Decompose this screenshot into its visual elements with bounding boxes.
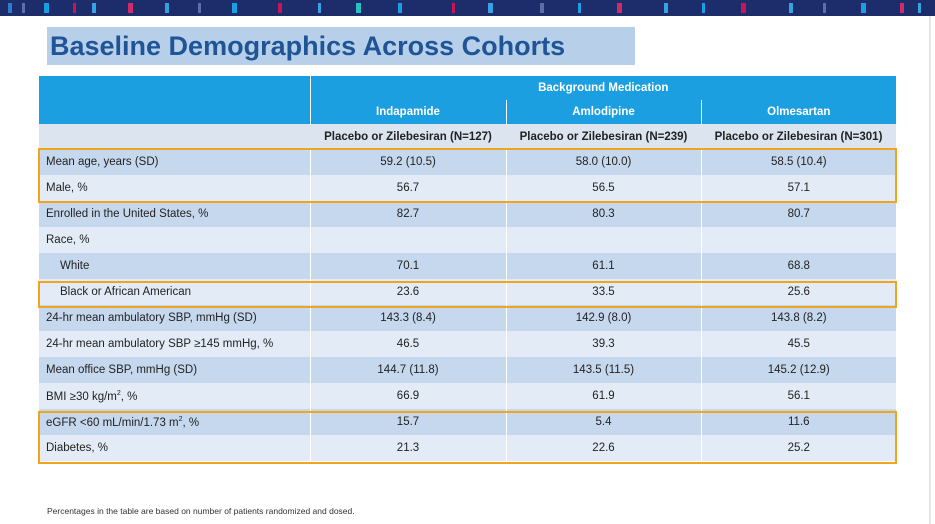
row-label-text: BMI ≥30 kg/m (46, 390, 117, 403)
column-header-indapamide: Indapamide (309, 100, 506, 124)
cell-value: 25.2 (700, 435, 897, 461)
row-label: BMI ≥30 kg/m2, % (39, 383, 310, 409)
cell-value: 144.7 (11.8) (309, 357, 506, 383)
cell-value: 59.2 (10.5) (309, 149, 506, 175)
cell-value: 15.7 (309, 409, 506, 435)
table-row: Black or African American 23.6 33.5 25.6 (39, 279, 897, 305)
row-label-tail: , % (182, 416, 200, 429)
group-header: Background Medication (309, 76, 897, 100)
subheader-amlodipine: Placebo or Zilebesiran (N=239) (506, 124, 701, 149)
table-row: Mean age, years (SD) 59.2 (10.5) 58.0 (1… (39, 149, 897, 175)
subheader-olmesartan: Placebo or Zilebesiran (N=301) (701, 124, 897, 149)
cell-value: 143.8 (8.2) (700, 305, 897, 331)
table-row: White 70.1 61.1 68.8 (39, 253, 897, 279)
cell-value: 21.3 (309, 435, 506, 461)
row-label: White (39, 253, 310, 279)
cell-value: 68.8 (700, 253, 897, 279)
cell-value: 145.2 (12.9) (700, 357, 897, 383)
row-label: Mean age, years (SD) (39, 149, 310, 175)
row-label-text: eGFR <60 mL/min/1.73 m (46, 416, 179, 429)
header-empty-cell (39, 100, 310, 124)
cell-value: 142.9 (8.0) (505, 305, 701, 331)
right-edge-line (929, 16, 931, 524)
cell-value: 45.5 (700, 331, 897, 357)
subheader-indapamide: Placebo or Zilebesiran (N=127) (310, 124, 506, 149)
cell-value (700, 227, 897, 253)
cell-value: 66.9 (309, 383, 506, 409)
row-label: Black or African American (39, 279, 310, 305)
cell-value: 80.3 (505, 201, 701, 227)
table-row: 24-hr mean ambulatory SBP, mmHg (SD) 143… (39, 305, 897, 331)
cell-value: 56.7 (309, 175, 506, 201)
row-label: Mean office SBP, mmHg (SD) (39, 357, 310, 383)
cell-value: 143.5 (11.5) (505, 357, 701, 383)
top-decorative-bar (0, 0, 935, 16)
row-label: 24-hr mean ambulatory SBP, mmHg (SD) (39, 305, 310, 331)
header-row-columns: Indapamide Amlodipine Olmesartan (39, 100, 897, 124)
page-title: Baseline Demographics Across Cohorts (47, 27, 635, 65)
column-header-olmesartan: Olmesartan (700, 100, 897, 124)
cell-value: 70.1 (309, 253, 506, 279)
cell-value (309, 227, 506, 253)
column-header-amlodipine: Amlodipine (505, 100, 701, 124)
table-row: 24-hr mean ambulatory SBP ≥145 mmHg, % 4… (39, 331, 897, 357)
cell-value: 5.4 (505, 409, 701, 435)
footnote: Percentages in the table are based on nu… (47, 506, 355, 516)
cell-value: 56.1 (700, 383, 897, 409)
cell-value (505, 227, 701, 253)
row-label: 24-hr mean ambulatory SBP ≥145 mmHg, % (39, 331, 310, 357)
table-row: Male, % 56.7 56.5 57.1 (39, 175, 897, 201)
cell-value: 82.7 (309, 201, 506, 227)
row-label: Male, % (39, 175, 310, 201)
cell-value: 25.6 (700, 279, 897, 305)
table-row: BMI ≥30 kg/m2, % 66.9 61.9 56.1 (39, 383, 897, 409)
cell-value: 58.0 (10.0) (505, 149, 701, 175)
table-row: Mean office SBP, mmHg (SD) 144.7 (11.8) … (39, 357, 897, 383)
cell-value: 143.3 (8.4) (309, 305, 506, 331)
superscript: 2 (178, 415, 183, 423)
cell-value: 33.5 (505, 279, 701, 305)
header-row-group: Background Medication (39, 76, 897, 100)
cell-value: 57.1 (700, 175, 897, 201)
cell-value: 80.7 (700, 201, 897, 227)
cell-value: 23.6 (309, 279, 506, 305)
row-label: Diabetes, % (39, 435, 310, 461)
row-label-tail: , % (120, 390, 138, 403)
cell-value: 61.9 (505, 383, 701, 409)
cell-value: 61.1 (505, 253, 701, 279)
subheader-empty-cell (39, 124, 310, 149)
table-row: eGFR <60 mL/min/1.73 m2, % 15.7 5.4 11.6 (39, 409, 897, 435)
subheader-row: Placebo or Zilebesiran (N=127) Placebo o… (39, 124, 897, 149)
row-label: Enrolled in the United States, % (39, 201, 310, 227)
table-row: Race, % (39, 227, 897, 253)
cell-value: 56.5 (505, 175, 701, 201)
demographics-table: Background Medication Indapamide Amlodip… (39, 76, 897, 461)
cell-value: 46.5 (309, 331, 506, 357)
table-row: Enrolled in the United States, % 82.7 80… (39, 201, 897, 227)
superscript: 2 (116, 389, 121, 397)
table-row: Diabetes, % 21.3 22.6 25.2 (39, 435, 897, 461)
cell-value: 58.5 (10.4) (700, 149, 897, 175)
cell-value: 22.6 (505, 435, 701, 461)
row-label: Race, % (39, 227, 310, 253)
header-empty-cell (39, 76, 310, 100)
cell-value: 39.3 (505, 331, 701, 357)
row-label: eGFR <60 mL/min/1.73 m2, % (39, 409, 310, 435)
cell-value: 11.6 (700, 409, 897, 435)
